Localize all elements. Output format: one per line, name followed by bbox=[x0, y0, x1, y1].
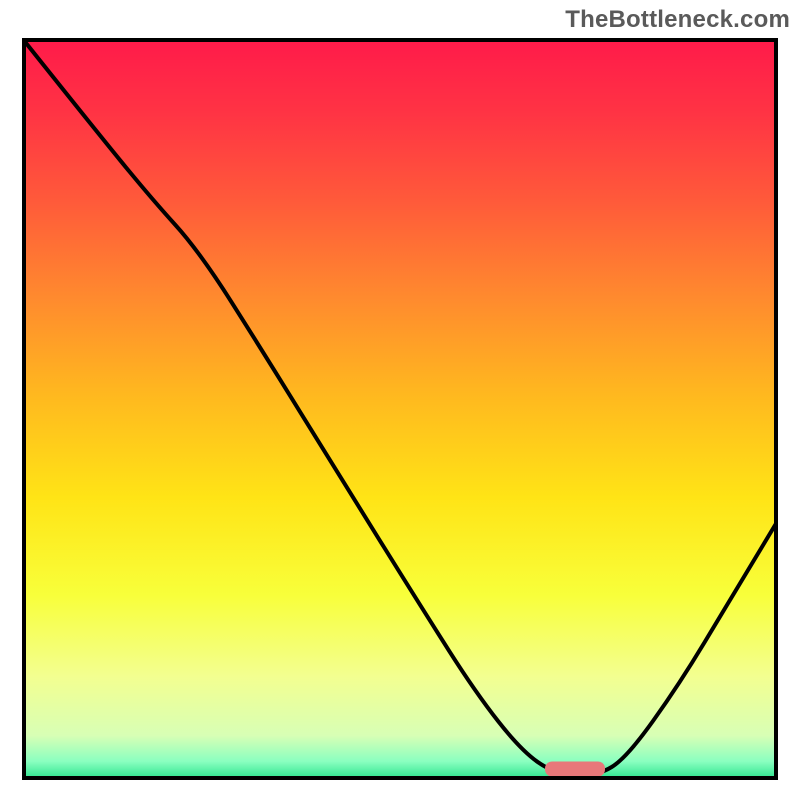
optimal-marker bbox=[545, 761, 605, 776]
curve-layer bbox=[22, 38, 778, 780]
bottleneck-curve bbox=[22, 38, 778, 775]
plot-area bbox=[22, 38, 778, 780]
bottleneck-chart: TheBottleneck.com bbox=[0, 0, 800, 800]
watermark-text: TheBottleneck.com bbox=[565, 6, 790, 34]
